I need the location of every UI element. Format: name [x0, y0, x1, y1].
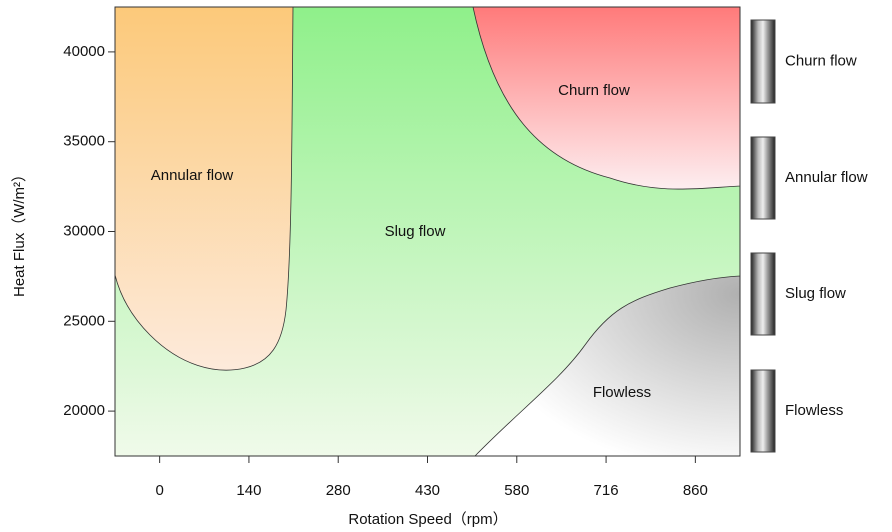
- y-axis-title: Heat Flux（W/m²）: [11, 167, 28, 297]
- x-tick-label: 280: [326, 482, 351, 499]
- y-tick-label: 35000: [63, 133, 105, 150]
- legend-label: Flowless: [785, 402, 843, 419]
- legend-label: Slug flow: [785, 285, 846, 302]
- region-label: Slug flow: [385, 223, 446, 240]
- region: [115, 7, 293, 370]
- legend-image: [751, 370, 775, 452]
- x-tick-label: 0: [155, 482, 163, 499]
- x-tick-label: 860: [683, 482, 708, 499]
- y-tick-label: 20000: [63, 402, 105, 419]
- region-label: Flowless: [593, 384, 651, 401]
- x-tick-label: 716: [594, 482, 619, 499]
- x-tick-label: 580: [504, 482, 529, 499]
- region-label: Annular flow: [151, 167, 234, 184]
- x-axis-title: Rotation Speed（rpm）: [348, 511, 507, 528]
- legend-label: Annular flow: [785, 169, 868, 186]
- legend-image: [751, 20, 775, 103]
- chart: Rotation Speed（rpm） Heat Flux（W/m²） Slug…: [0, 0, 892, 532]
- legend-image: [751, 137, 775, 219]
- region-label: Churn flow: [558, 82, 630, 99]
- x-tick-label: 430: [415, 482, 440, 499]
- legend-image: [751, 253, 775, 335]
- x-tick-label: 140: [236, 482, 261, 499]
- legend-label: Churn flow: [785, 52, 857, 69]
- y-tick-label: 30000: [63, 222, 105, 239]
- y-tick-label: 25000: [63, 312, 105, 329]
- y-tick-label: 40000: [63, 43, 105, 60]
